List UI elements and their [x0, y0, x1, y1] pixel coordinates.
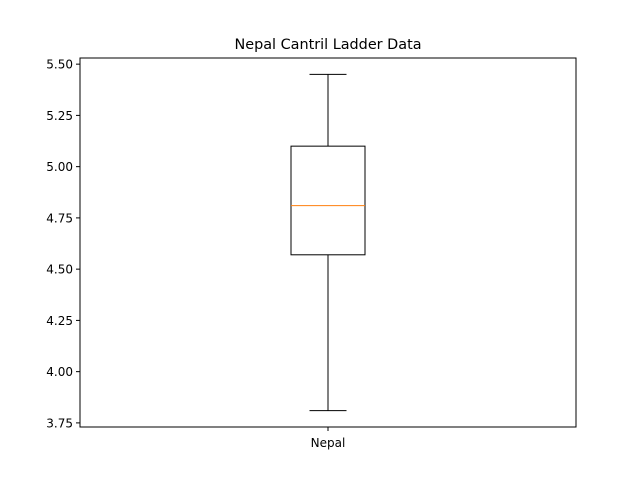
box-group — [290, 73, 366, 412]
y-tick-label: 4.00 — [46, 365, 73, 379]
y-tick-label: 5.50 — [46, 58, 73, 72]
y-tick-label: 5.00 — [46, 160, 73, 174]
chart-title: Nepal Cantril Ladder Data — [234, 37, 421, 53]
x-tick-label: Nepal — [311, 436, 346, 450]
y-axis: 3.75 4.00 4.25 4.50 4.75 5.00 5.25 5.50 — [46, 58, 80, 430]
box-series — [290, 73, 366, 412]
y-tick-label: 4.25 — [46, 314, 73, 328]
y-tick-label: 5.25 — [46, 109, 73, 123]
y-tick-label: 3.75 — [46, 416, 73, 430]
y-tick-label: 4.75 — [46, 211, 73, 225]
y-tick-label: 4.50 — [46, 263, 73, 277]
x-axis: Nepal — [311, 427, 346, 450]
iqr-box — [290, 145, 366, 256]
